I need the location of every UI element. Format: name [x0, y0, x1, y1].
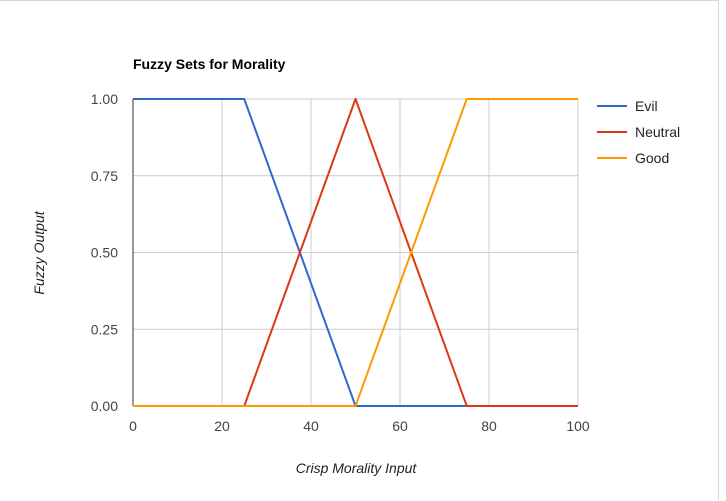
legend-label-good: Good — [635, 150, 669, 166]
y-tick-label: 0.00 — [91, 398, 118, 414]
x-tick-labels: 0 20 40 60 80 100 — [129, 418, 590, 434]
x-tick-label: 60 — [392, 418, 408, 434]
y-tick-label: 0.50 — [91, 245, 118, 261]
x-tick-label: 20 — [214, 418, 230, 434]
chart-title: Fuzzy Sets for Morality — [133, 56, 286, 72]
x-tick-label: 100 — [566, 418, 590, 434]
x-tick-label: 80 — [481, 418, 497, 434]
x-tick-label: 40 — [303, 418, 319, 434]
series-lines — [133, 98, 578, 407]
legend: Evil Neutral Good — [597, 98, 680, 166]
x-tick-label: 0 — [129, 418, 137, 434]
y-tick-label: 0.75 — [91, 168, 118, 184]
y-axis-title: Fuzzy Output — [31, 210, 47, 294]
y-tick-label: 0.25 — [91, 321, 118, 337]
legend-label-neutral: Neutral — [635, 124, 680, 140]
series-line-good — [133, 98, 578, 407]
y-tick-label: 1.00 — [91, 91, 118, 107]
grid-lines — [132, 98, 579, 407]
x-axis-title: Crisp Morality Input — [296, 460, 418, 476]
y-tick-labels: 0.00 0.25 0.50 0.75 1.00 — [91, 91, 118, 414]
legend-label-evil: Evil — [635, 98, 658, 114]
